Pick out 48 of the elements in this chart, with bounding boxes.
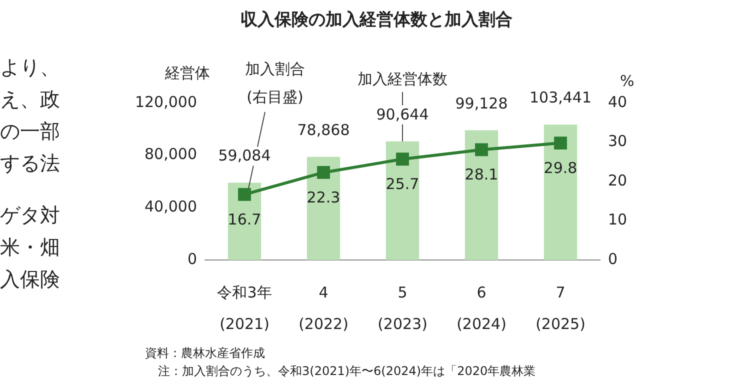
y2-axis-title: % bbox=[620, 72, 634, 90]
text: 加入経営体数 bbox=[358, 70, 448, 88]
data-label: 103,441 bbox=[529, 88, 592, 107]
x-tick-label: 4 (2022) bbox=[298, 284, 348, 334]
data-label: 90,644 bbox=[376, 105, 429, 124]
y-tick-label: 120,000 bbox=[134, 92, 197, 111]
text: 加入割合 (右目盛) bbox=[245, 60, 305, 106]
data-label: 59,084 bbox=[218, 146, 271, 165]
text: ゲタ対 bbox=[0, 202, 60, 229]
chart-title: 収入保険の加入経営体数と加入割合 bbox=[240, 9, 514, 31]
bar bbox=[228, 182, 262, 260]
y2-tick-label: 20 bbox=[608, 171, 628, 190]
bar bbox=[306, 156, 340, 260]
y2-tick-label: 0 bbox=[608, 250, 618, 268]
y-tick-label: 0 bbox=[187, 250, 197, 268]
text: 資料：農林水産省作成 bbox=[145, 345, 265, 362]
y2-tick-label: 40 bbox=[608, 92, 628, 111]
text: する法 bbox=[0, 150, 60, 177]
data-label: 99,128 bbox=[455, 94, 508, 112]
point bbox=[317, 166, 330, 179]
text: 米・畑 bbox=[0, 234, 60, 261]
bar bbox=[464, 130, 498, 260]
x-tick-label: 7 (2025) bbox=[536, 284, 586, 334]
x-tick-label: 5 (2023) bbox=[378, 284, 428, 334]
x-tick-label: 令和3年 (2021) bbox=[217, 284, 272, 334]
point bbox=[238, 188, 251, 201]
y2-tick-label: 10 bbox=[608, 210, 628, 229]
point bbox=[396, 152, 409, 166]
data-label: 16.7 bbox=[228, 210, 262, 228]
text: 注：加入割合のうち、令和3(2021)年〜6(2024)年は「2020年農林業 bbox=[158, 363, 536, 380]
y-tick-label: 80,000 bbox=[144, 145, 197, 164]
bar bbox=[386, 141, 420, 260]
data-label: 29.8 bbox=[544, 159, 578, 178]
text: より、 bbox=[0, 54, 60, 81]
data-label: 22.3 bbox=[306, 188, 340, 206]
text: の一部 bbox=[0, 118, 60, 145]
x-tick-label: 6 (2024) bbox=[456, 284, 506, 334]
data-label: 28.1 bbox=[464, 166, 498, 184]
point bbox=[554, 136, 567, 150]
y-tick-label: 40,000 bbox=[144, 198, 197, 216]
bar bbox=[544, 124, 578, 260]
point bbox=[475, 143, 488, 156]
y-axis-title: 経営体 bbox=[165, 64, 210, 83]
y2-tick-label: 30 bbox=[608, 132, 628, 150]
text: え、政 bbox=[0, 86, 60, 113]
text: 入保険 bbox=[0, 266, 60, 293]
data-label: 78,868 bbox=[297, 120, 350, 139]
data-label: 25.7 bbox=[386, 175, 420, 194]
